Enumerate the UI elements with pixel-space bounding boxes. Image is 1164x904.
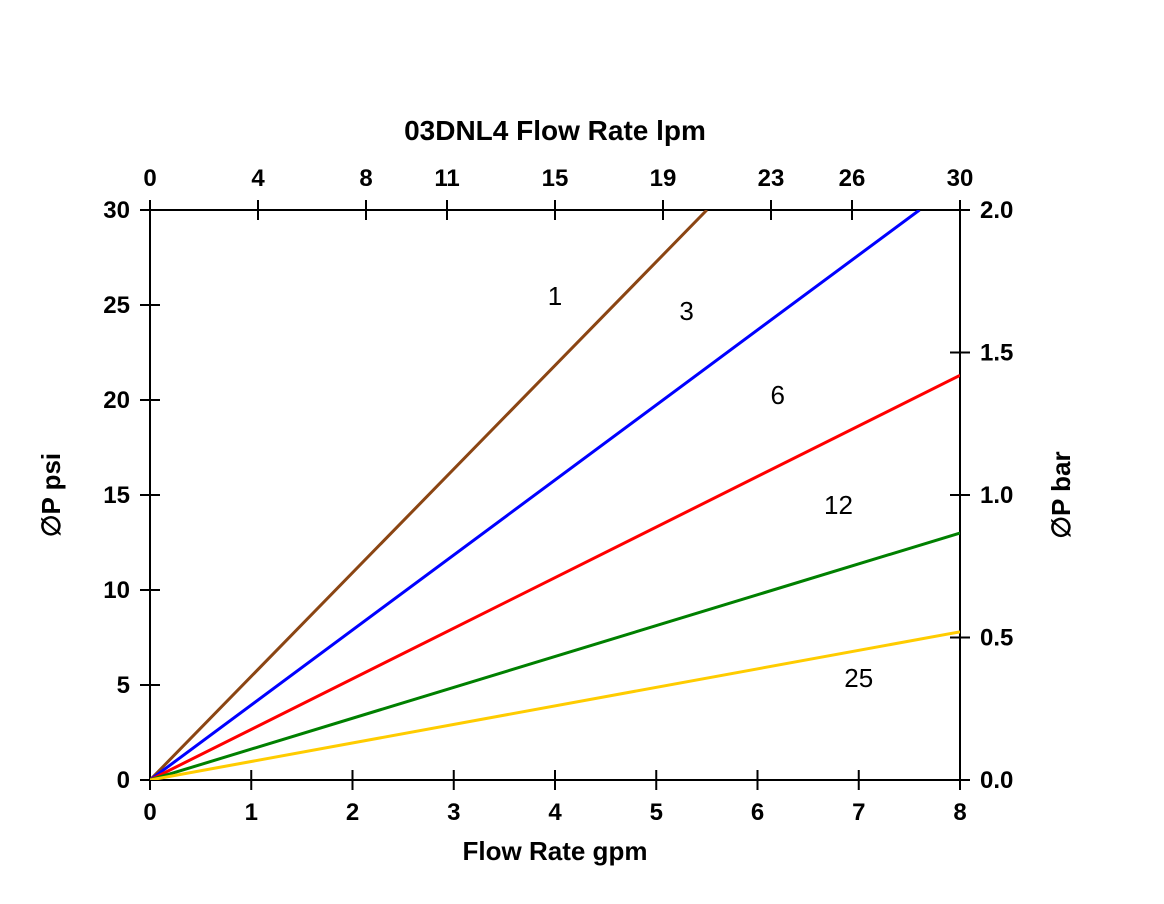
x-top-tick-label: 23 bbox=[758, 165, 785, 192]
x-top-tick-label: 15 bbox=[542, 165, 569, 192]
x-top-tick-label: 26 bbox=[839, 165, 866, 192]
y-right-tick-label: 1.0 bbox=[980, 482, 1013, 509]
y-left-axis-label: ∅P psi bbox=[36, 453, 66, 537]
chart-title: 03DNL4 Flow Rate lpm bbox=[404, 115, 706, 146]
x-top-tick-label: 19 bbox=[650, 165, 677, 192]
series-label-1: 1 bbox=[548, 281, 562, 311]
y-right-tick-label: 2.0 bbox=[980, 197, 1013, 224]
y-right-tick-label: 0.5 bbox=[980, 625, 1013, 652]
x-top-tick-label: 4 bbox=[251, 165, 265, 192]
y-right-axis-label: ∅P bar bbox=[1046, 451, 1076, 538]
x-bottom-tick-label: 7 bbox=[852, 799, 865, 826]
x-top-tick-label: 8 bbox=[359, 165, 372, 192]
y-left-tick-label: 25 bbox=[103, 292, 130, 319]
flow-rate-chart: 0123456780481115192326300510152025300.00… bbox=[0, 0, 1164, 904]
x-bottom-tick-label: 8 bbox=[953, 799, 966, 826]
y-left-tick-label: 10 bbox=[103, 577, 130, 604]
x-bottom-tick-label: 3 bbox=[447, 799, 460, 826]
x-bottom-tick-label: 2 bbox=[346, 799, 359, 826]
series-label-12: 12 bbox=[824, 490, 853, 520]
y-left-tick-label: 0 bbox=[117, 767, 130, 794]
y-left-tick-label: 30 bbox=[103, 197, 130, 224]
x-bottom-tick-label: 4 bbox=[548, 799, 562, 826]
y-right-tick-label: 0.0 bbox=[980, 767, 1013, 794]
x-bottom-tick-label: 5 bbox=[650, 799, 663, 826]
x-bottom-axis-label: Flow Rate gpm bbox=[463, 836, 648, 866]
series-label-6: 6 bbox=[771, 380, 785, 410]
x-top-tick-label: 11 bbox=[434, 165, 459, 192]
series-label-25: 25 bbox=[844, 663, 873, 693]
y-left-tick-label: 5 bbox=[117, 672, 130, 699]
x-bottom-tick-label: 6 bbox=[751, 799, 764, 826]
y-left-tick-label: 20 bbox=[103, 387, 130, 414]
y-right-tick-label: 1.5 bbox=[980, 340, 1013, 367]
x-top-tick-label: 0 bbox=[143, 165, 156, 192]
x-bottom-tick-label: 1 bbox=[245, 799, 258, 826]
x-bottom-tick-label: 0 bbox=[143, 799, 156, 826]
x-top-tick-label: 30 bbox=[947, 165, 974, 192]
y-left-tick-label: 15 bbox=[103, 482, 130, 509]
series-label-3: 3 bbox=[679, 296, 693, 326]
